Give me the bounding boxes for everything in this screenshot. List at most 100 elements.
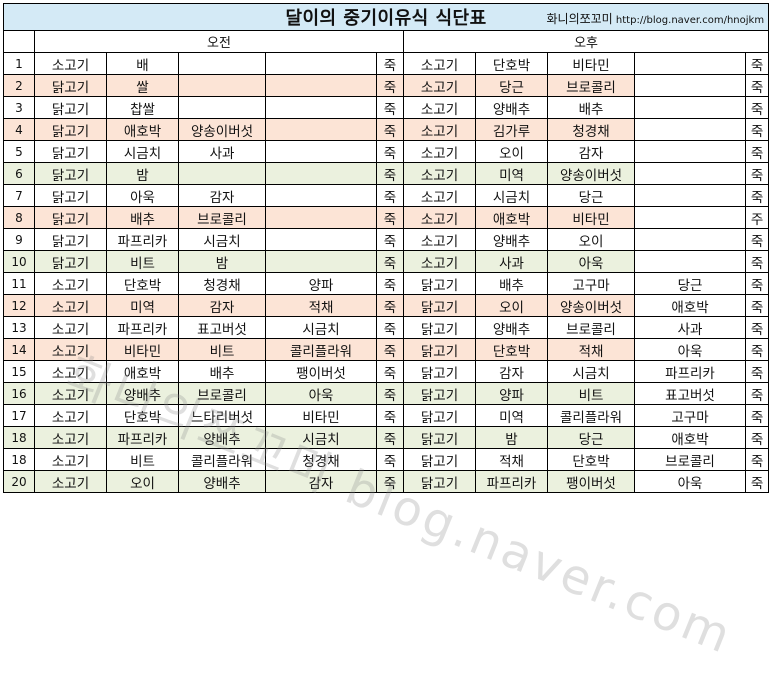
title-cell: 달이의 중기이유식 식단표 화니의쪼꼬미 http://blog.naver.c… <box>2 3 770 31</box>
am-ingredient <box>178 74 266 97</box>
header-blank <box>3 30 35 53</box>
pm-ingredient: 배추 <box>475 272 548 295</box>
am-ingredient: 애호박 <box>106 360 179 383</box>
header-row: 오전 오후 <box>3 30 770 53</box>
am-porridge: 죽 <box>376 294 404 317</box>
am-porridge: 죽 <box>376 74 404 97</box>
pm-ingredient <box>634 140 746 163</box>
day-number: 17 <box>3 404 35 427</box>
pm-ingredient: 애호박 <box>634 294 746 317</box>
pm-porridge: 죽 <box>744 448 770 471</box>
pm-ingredient <box>634 250 746 273</box>
day-number: 18 <box>3 448 35 471</box>
am-porridge: 죽 <box>376 338 404 361</box>
pm-ingredient: 양배추 <box>475 316 548 339</box>
am-ingredient: 느타리버섯 <box>178 404 266 427</box>
am-porridge: 죽 <box>376 228 404 251</box>
credit: 화니의쪼꼬미 http://blog.naver.com/hnojkm <box>546 10 764 27</box>
pm-ingredient: 감자 <box>475 360 548 383</box>
table-row: 17 소고기 단호박 느타리버섯 비타민 죽 닭고기 미역 콜리플라워 고구마 죽 <box>3 404 770 427</box>
pm-ingredient: 시금치 <box>547 360 635 383</box>
pm-ingredient: 소고기 <box>403 74 476 97</box>
am-porridge: 죽 <box>376 96 404 119</box>
day-number: 14 <box>3 338 35 361</box>
pm-porridge: 죽 <box>744 118 770 141</box>
pm-ingredient: 양송이버섯 <box>547 294 635 317</box>
am-ingredient: 소고기 <box>34 382 107 405</box>
table-row: 1 소고기 배 죽 소고기 단호박 비타민 죽 <box>3 52 770 75</box>
am-ingredient: 감자 <box>178 294 266 317</box>
pm-porridge: 죽 <box>744 316 770 339</box>
am-ingredient: 단호박 <box>106 272 179 295</box>
pm-ingredient: 당근 <box>475 74 548 97</box>
am-ingredient: 아욱 <box>106 184 179 207</box>
pm-ingredient: 양파 <box>475 382 548 405</box>
am-ingredient: 소고기 <box>34 470 107 493</box>
pm-ingredient: 소고기 <box>403 250 476 273</box>
pm-ingredient: 소고기 <box>403 184 476 207</box>
am-ingredient: 찹쌀 <box>106 96 179 119</box>
am-ingredient: 애호박 <box>106 118 179 141</box>
pm-ingredient <box>634 74 746 97</box>
pm-ingredient: 미역 <box>475 404 548 427</box>
pm-ingredient: 닭고기 <box>403 316 476 339</box>
table-row: 16 소고기 양배추 브로콜리 아욱 죽 닭고기 양파 비트 표고버섯 죽 <box>3 382 770 405</box>
table-row: 5 닭고기 시금치 사과 죽 소고기 오이 감자 죽 <box>3 140 770 163</box>
table-row: 4 닭고기 애호박 양송이버섯 죽 소고기 김가루 청경채 죽 <box>3 118 770 141</box>
am-ingredient: 양배추 <box>106 382 179 405</box>
pm-porridge: 죽 <box>744 426 770 449</box>
header-am: 오전 <box>34 30 404 53</box>
pm-ingredient: 오이 <box>475 294 548 317</box>
pm-ingredient: 콜리플라워 <box>547 404 635 427</box>
am-ingredient: 닭고기 <box>34 250 107 273</box>
day-number: 2 <box>3 74 35 97</box>
pm-ingredient: 밤 <box>475 426 548 449</box>
pm-ingredient: 고구마 <box>547 272 635 295</box>
pm-ingredient: 브로콜리 <box>547 74 635 97</box>
pm-porridge: 주 <box>744 206 770 229</box>
pm-ingredient: 양배추 <box>475 228 548 251</box>
am-ingredient: 시금치 <box>106 140 179 163</box>
am-ingredient: 감자 <box>178 184 266 207</box>
pm-ingredient: 닭고기 <box>403 272 476 295</box>
pm-porridge: 죽 <box>744 184 770 207</box>
pm-porridge: 죽 <box>744 294 770 317</box>
am-ingredient <box>265 118 377 141</box>
title-row: 달이의 중기이유식 식단표 화니의쪼꼬미 http://blog.naver.c… <box>2 3 770 31</box>
pm-ingredient: 아욱 <box>634 470 746 493</box>
pm-ingredient: 닭고기 <box>403 448 476 471</box>
am-ingredient: 소고기 <box>34 448 107 471</box>
table-row: 11 소고기 단호박 청경채 양파 죽 닭고기 배추 고구마 당근 죽 <box>3 272 770 295</box>
pm-ingredient: 닭고기 <box>403 382 476 405</box>
pm-ingredient: 소고기 <box>403 118 476 141</box>
pm-ingredient <box>634 118 746 141</box>
day-number: 18 <box>3 426 35 449</box>
am-ingredient: 감자 <box>265 470 377 493</box>
pm-ingredient: 사과 <box>634 316 746 339</box>
menu-sheet: 달이의 중기이유식 식단표 화니의쪼꼬미 http://blog.naver.c… <box>2 3 770 665</box>
am-ingredient: 양배추 <box>178 426 266 449</box>
am-porridge: 죽 <box>376 184 404 207</box>
am-ingredient <box>265 74 377 97</box>
pm-ingredient: 소고기 <box>403 140 476 163</box>
pm-ingredient: 닭고기 <box>403 338 476 361</box>
pm-ingredient <box>634 206 746 229</box>
am-ingredient: 소고기 <box>34 360 107 383</box>
table-row: 10 닭고기 비트 밤 죽 소고기 사과 아욱 죽 <box>3 250 770 273</box>
am-ingredient <box>265 96 377 119</box>
pm-ingredient: 비트 <box>547 382 635 405</box>
pm-porridge: 죽 <box>744 272 770 295</box>
am-ingredient: 파프리카 <box>106 426 179 449</box>
table-row: 14 소고기 비타민 비트 콜리플라워 죽 닭고기 단호박 적채 아욱 죽 <box>3 338 770 361</box>
am-ingredient: 브로콜리 <box>178 382 266 405</box>
pm-ingredient: 브로콜리 <box>634 448 746 471</box>
pm-ingredient: 단호박 <box>475 338 548 361</box>
am-ingredient: 비타민 <box>106 338 179 361</box>
pm-ingredient: 김가루 <box>475 118 548 141</box>
pm-ingredient: 비타민 <box>547 52 635 75</box>
table-row: 18 소고기 파프리카 양배추 시금치 죽 닭고기 밤 당근 애호박 죽 <box>3 426 770 449</box>
pm-ingredient: 양송이버섯 <box>547 162 635 185</box>
pm-porridge: 죽 <box>744 360 770 383</box>
pm-porridge: 죽 <box>744 338 770 361</box>
am-ingredient <box>265 228 377 251</box>
